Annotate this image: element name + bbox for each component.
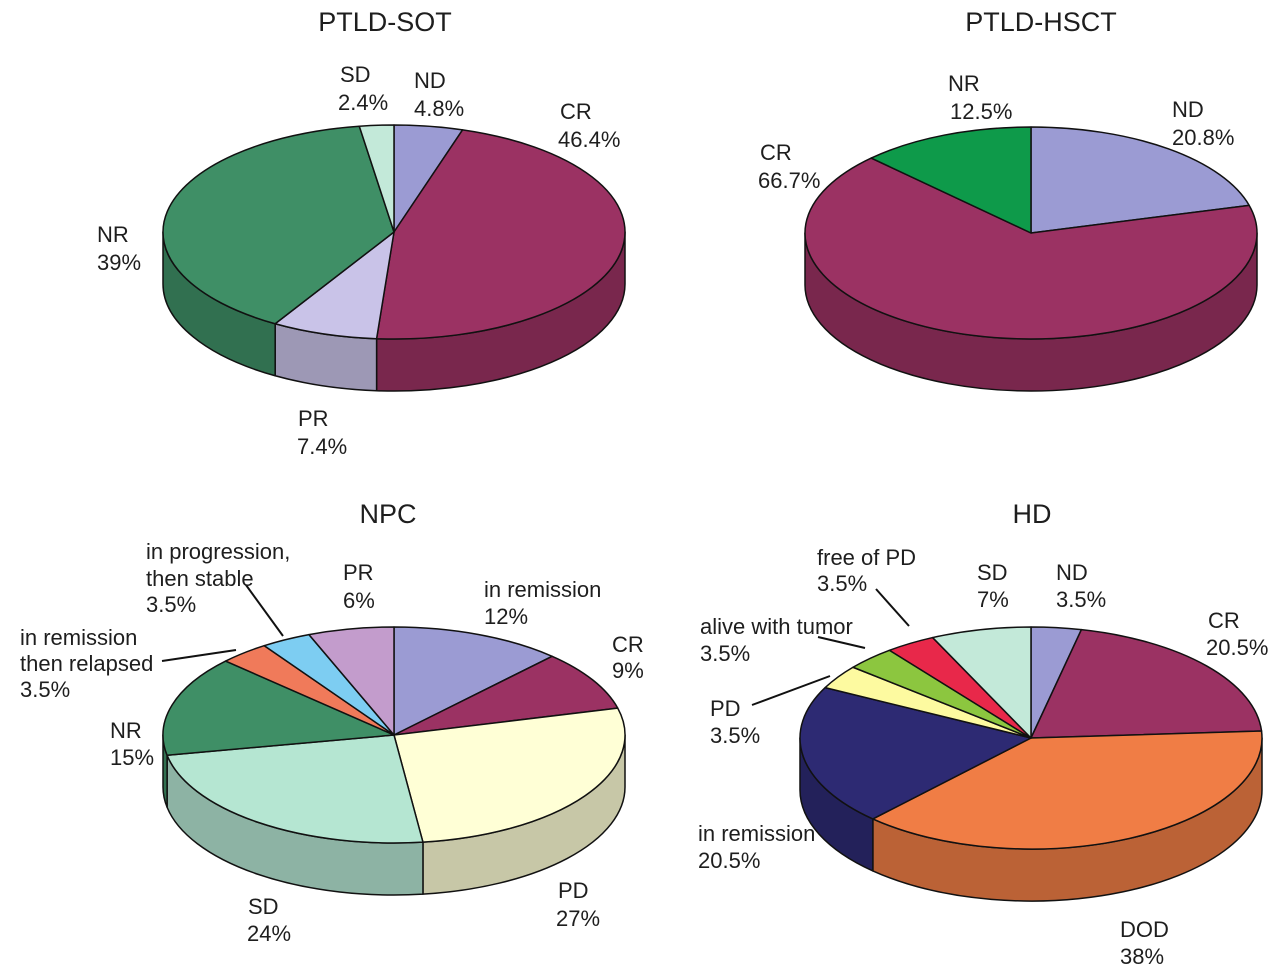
pie-slice-sd [166, 734, 424, 844]
slice-label-cr: CR [560, 99, 592, 124]
slice-label-sd: SD [340, 62, 371, 87]
slice-value-cr: 20.5% [1206, 635, 1268, 660]
slice-label-sd: SD [977, 560, 1008, 585]
slice-label-cr: CR [1208, 608, 1240, 633]
slice-label-cr: CR [612, 632, 644, 657]
slice-label-nd: ND [1056, 560, 1088, 585]
slice-label-in-remission: in remission [698, 821, 815, 846]
slice-label-in-remission-relapsed: in remission [20, 625, 137, 650]
leader-line [751, 675, 831, 706]
slice-value-nd: 3.5% [1056, 587, 1106, 612]
slice-label-free-of-pd: free of PD [817, 545, 916, 570]
slice-value-nd: 20.8% [1172, 125, 1234, 150]
slice-label-alive-with-tumor: alive with tumor [700, 614, 853, 639]
slice-label-in-remission-relapsed-line2: then relapsed [20, 651, 153, 676]
slice-label-in-remission: in remission [484, 577, 601, 602]
slice-label-sd: SD [248, 894, 279, 919]
slice-value-in-remission: 20.5% [698, 848, 760, 873]
pie-slice-nr [870, 126, 1032, 234]
chart-ptld-hsct: PTLD-HSCT NR 12.5% ND 20.8% CR 66.7% [758, 7, 1258, 392]
slice-value-in-remission: 12% [484, 604, 528, 629]
pie-slice-in-remission [799, 686, 1032, 820]
chart-title: NPC [359, 499, 416, 529]
pie-slice-in-remission [393, 626, 553, 736]
slice-label-cr: CR [760, 140, 792, 165]
leader-line [161, 649, 237, 662]
slice-value-nd: 4.8% [414, 96, 464, 121]
slice-label-pr: PR [343, 560, 374, 585]
slice-value-pd: 27% [556, 906, 600, 931]
chart-title: PTLD-SOT [318, 7, 452, 37]
pie-top [162, 124, 626, 340]
slice-value-free-of-pd: 3.5% [817, 571, 867, 596]
slice-label-in-progression-line2: then stable [146, 566, 254, 591]
slice-value-nr: 12.5% [950, 99, 1012, 124]
slice-label-nr: NR [97, 222, 129, 247]
slice-value-sd: 2.4% [338, 90, 388, 115]
pie-slice-cr [804, 157, 1258, 340]
slice-value-cr: 46.4% [558, 127, 620, 152]
slice-value-nr: 15% [110, 745, 154, 770]
slice-label-nr: NR [948, 71, 980, 96]
leader-line [875, 588, 910, 627]
pie-slice-dod [872, 730, 1263, 850]
pie-slice-sd [358, 124, 395, 233]
slice-label-dod: DOD [1120, 917, 1169, 942]
pie-slice-pr [308, 626, 395, 736]
slice-value-in-remission-relapsed: 3.5% [20, 677, 70, 702]
chart-title: PTLD-HSCT [965, 7, 1117, 37]
slice-label-nd: ND [414, 68, 446, 93]
slice-label-in-progression: in progression, [146, 539, 290, 564]
chart-title: HD [1013, 499, 1052, 529]
slice-label-pd: PD [710, 696, 741, 721]
slice-value-alive-with-tumor: 3.5% [700, 641, 750, 666]
slice-label-pr: PR [298, 406, 329, 431]
pie-slice-cr [393, 655, 619, 736]
slice-value-in-progression: 3.5% [146, 592, 196, 617]
slice-value-dod: 38% [1120, 944, 1164, 969]
slice-value-cr: 66.7% [758, 168, 820, 193]
pie-slice-pd [393, 707, 626, 843]
pie-top [804, 126, 1258, 340]
pie-slice-cr [1030, 628, 1263, 739]
slice-value-pd: 3.5% [710, 723, 760, 748]
leader-line [245, 584, 284, 637]
slice-label-nr: NR [110, 718, 142, 743]
slice-value-sd: 7% [977, 587, 1009, 612]
chart-ptld-sot: PTLD-SOT SD 2.4% ND 4.8% CR 46.4% NR 39%… [97, 7, 626, 459]
slice-value-pr: 6% [343, 588, 375, 613]
slice-value-nr: 39% [97, 250, 141, 275]
pie-top [799, 626, 1263, 850]
pie-slice-nr [162, 660, 395, 756]
pie-slice-cr [375, 129, 626, 340]
pie-top [162, 626, 626, 844]
slice-label-pd: PD [558, 878, 589, 903]
pie-slice-nd [1030, 126, 1250, 234]
slice-value-sd: 24% [247, 921, 291, 946]
slice-label-nd: ND [1172, 97, 1204, 122]
leader-line [817, 636, 866, 649]
slice-value-pr: 7.4% [297, 434, 347, 459]
chart-npc: NPC in progression, then stable 3.5% PR … [20, 499, 644, 946]
pie-slice-pr [274, 231, 395, 340]
chart-hd: HD free of PD 3.5% SD 7% ND 3.5% CR 20.5… [698, 499, 1268, 969]
pie-slice-nr [162, 125, 395, 325]
slice-value-cr: 9% [612, 658, 644, 683]
pie-slice-sd [931, 626, 1032, 739]
